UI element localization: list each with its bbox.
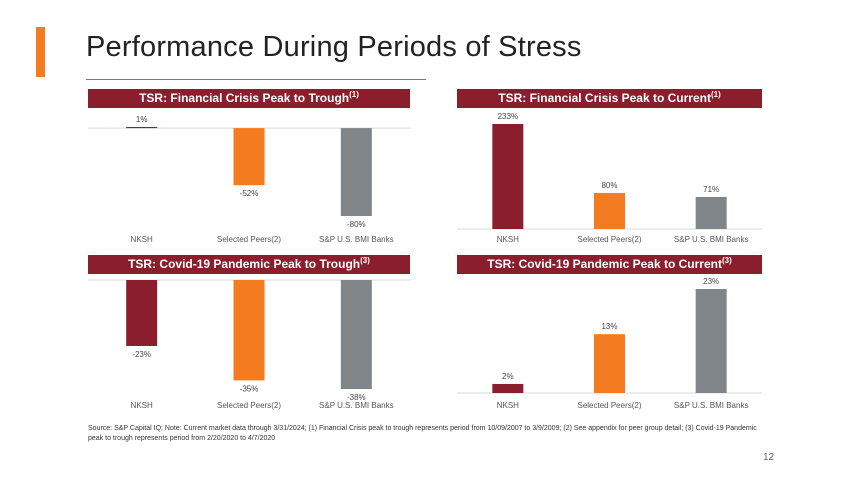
data-label: -80% bbox=[347, 220, 366, 229]
bar bbox=[695, 289, 727, 393]
category-label: S&P U.S. BMI Banks bbox=[319, 235, 394, 244]
title-divider bbox=[86, 79, 426, 80]
bar bbox=[594, 192, 625, 229]
bar bbox=[126, 280, 158, 346]
chart-covid-trough: -23% NKSH -35% Selected Peers(2) -38%S&P U.S… bbox=[88, 279, 410, 410]
chart-header-crisis-trough: TSR: Financial Crisis Peak to Trough(1) bbox=[88, 89, 410, 108]
chart-header-crisis-current: TSR: Financial Crisis Peak to Current(1) bbox=[457, 89, 762, 108]
chart-title-note: (1) bbox=[349, 90, 359, 99]
chart-crisis-trough: 1% NKSH -52% Selected Peers(2) -80% S&P U.S. … bbox=[88, 115, 410, 244]
category-label: Selected Peers(2) bbox=[217, 235, 281, 244]
data-label: 1% bbox=[136, 115, 148, 124]
chart-title: TSR: Covid-19 Pandemic Peak to Current bbox=[487, 257, 722, 271]
category-label: Selected Peers(2) bbox=[577, 401, 641, 410]
chart-title: TSR: Covid-19 Pandemic Peak to Trough bbox=[128, 257, 361, 271]
category-label: Selected Peers(2) bbox=[217, 401, 281, 410]
bar bbox=[340, 128, 372, 216]
category-label: S&P U.S. BMI Banks bbox=[674, 235, 749, 244]
chart-title-note: (3) bbox=[360, 256, 370, 265]
chart-header-covid-current: TSR: Covid-19 Pandemic Peak to Current(3… bbox=[457, 255, 762, 274]
category-label: S&P U.S. BMI Banks bbox=[674, 401, 749, 410]
chart-title: TSR: Financial Crisis Peak to Trough bbox=[139, 91, 350, 105]
bar bbox=[340, 280, 372, 389]
bar bbox=[492, 383, 524, 393]
bar bbox=[233, 128, 265, 186]
page-number: 12 bbox=[763, 452, 775, 463]
data-label: 23% bbox=[703, 277, 719, 286]
chart-title-note: (3) bbox=[721, 256, 732, 265]
bar bbox=[126, 127, 158, 129]
data-label: 2% bbox=[502, 372, 514, 381]
data-label: 80% bbox=[601, 181, 617, 190]
data-label: -52% bbox=[240, 189, 259, 198]
data-label: 233% bbox=[498, 112, 518, 121]
category-label: NKSH bbox=[131, 401, 153, 410]
bar bbox=[594, 334, 625, 393]
accent-bar bbox=[36, 27, 45, 77]
data-label: 71% bbox=[703, 185, 719, 194]
bar bbox=[233, 280, 265, 381]
data-label: -35% bbox=[240, 384, 259, 393]
chart-covid-current: 2% NKSH 13% Selected Peers(2) 23% S&P U.S. BM… bbox=[457, 277, 762, 410]
chart-title-note: (1) bbox=[710, 90, 721, 99]
data-label: -38% bbox=[347, 393, 366, 402]
chart-title: TSR: Financial Crisis Peak to Current bbox=[498, 91, 711, 105]
data-label: -23% bbox=[132, 350, 151, 359]
chart-header-covid-trough: TSR: Covid-19 Pandemic Peak to Trough(3) bbox=[88, 255, 410, 274]
category-label: NKSH bbox=[131, 235, 153, 244]
category-label: NKSH bbox=[497, 401, 519, 410]
source-footnote: Source: S&P Capital IQ; Note: Current ma… bbox=[88, 425, 757, 442]
category-label: NKSH bbox=[497, 235, 519, 244]
chart-crisis-current: 233% NKSH 80% Selected Peers(2) 71% S&P U.S. … bbox=[457, 112, 762, 244]
page-title: Performance During Periods of Stress bbox=[86, 31, 582, 63]
data-label: 13% bbox=[601, 322, 617, 331]
category-label: S&P U.S. BMI Banks bbox=[319, 401, 394, 410]
category-label: Selected Peers(2) bbox=[577, 235, 641, 244]
bar bbox=[492, 124, 524, 229]
bar bbox=[695, 197, 727, 229]
